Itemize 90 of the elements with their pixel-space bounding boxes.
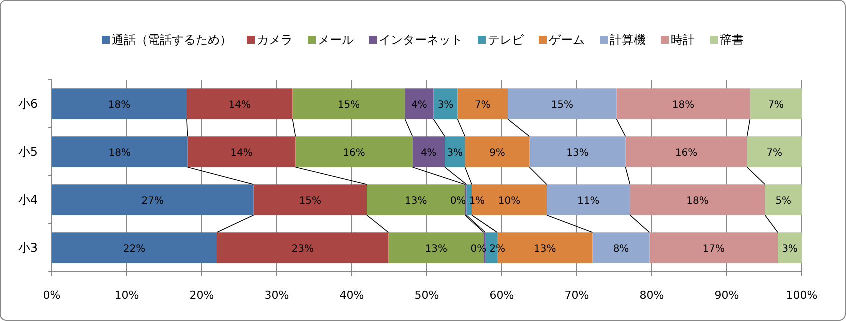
bar — [296, 136, 413, 168]
data-label: 13% — [534, 244, 556, 255]
data-label: 15% — [338, 100, 360, 111]
bar — [405, 88, 434, 120]
data-label: 13% — [425, 244, 448, 255]
y-tick-label: 小3 — [18, 241, 38, 255]
data-label: 15% — [299, 196, 322, 207]
y-tick-label: 小4 — [18, 193, 38, 207]
legend-label: インターネット — [379, 33, 463, 47]
x-tick-label: 50% — [414, 289, 440, 302]
x-tick-label: 80% — [640, 289, 664, 302]
data-label: 22% — [123, 244, 146, 255]
data-label: 7% — [474, 100, 491, 111]
bar — [188, 136, 296, 168]
bar — [616, 88, 750, 120]
bar — [630, 184, 766, 216]
data-label: 4% — [412, 100, 428, 111]
data-label: 15% — [551, 100, 574, 111]
bar — [292, 88, 406, 120]
data-label: 0% — [450, 196, 466, 207]
bar — [52, 232, 217, 264]
bar — [530, 136, 626, 168]
legend-label: ゲーム — [549, 33, 585, 47]
x-tick-label: 40% — [340, 289, 364, 302]
x-tick-label: 0% — [43, 289, 61, 302]
y-tick-label: 小6 — [18, 97, 38, 111]
data-label: 3% — [438, 100, 454, 111]
data-label: 7% — [766, 148, 783, 159]
data-label: 13% — [566, 148, 589, 159]
data-label: 14% — [230, 148, 253, 159]
data-label: 23% — [292, 244, 314, 255]
x-tick-label: 70% — [564, 289, 590, 302]
data-label: 18% — [108, 148, 131, 159]
legend-label: テレビ — [488, 33, 525, 47]
bar — [254, 184, 367, 216]
legend-label: 通話（電話するため） — [112, 33, 232, 47]
data-label: 18% — [672, 100, 695, 111]
bar — [750, 88, 802, 120]
bar — [465, 136, 530, 168]
x-tick-label: 90% — [714, 289, 740, 302]
data-label: 16% — [675, 148, 698, 159]
legend-label: 辞書 — [720, 33, 744, 47]
bar — [52, 184, 254, 216]
data-label: 18% — [686, 196, 709, 207]
bar — [747, 136, 802, 168]
bar — [412, 136, 445, 168]
legend-label: カメラ — [257, 33, 293, 47]
x-tick-label: 100% — [786, 289, 818, 302]
data-label: 10% — [498, 196, 521, 207]
data-label: 8% — [613, 244, 630, 255]
bar — [508, 88, 617, 120]
bar — [388, 232, 484, 264]
bar — [217, 232, 389, 264]
data-label: 4% — [420, 148, 437, 159]
data-label: 3% — [782, 244, 798, 255]
x-tick-label: 60% — [490, 289, 514, 302]
bar — [472, 184, 547, 216]
bar — [547, 184, 630, 216]
bar — [765, 184, 802, 216]
data-label: 2% — [490, 244, 506, 255]
data-label: 3% — [447, 148, 464, 159]
data-label: 16% — [343, 148, 366, 159]
legend-label: 時計 — [671, 33, 695, 47]
bar — [367, 184, 466, 216]
x-tick-label: 30% — [264, 289, 290, 302]
data-label: 18% — [108, 100, 131, 111]
x-tick-label: 10% — [114, 289, 140, 302]
bar — [650, 232, 778, 264]
data-label: 14% — [228, 100, 251, 111]
data-label: 5% — [776, 196, 792, 207]
bar — [626, 136, 748, 168]
bar — [434, 88, 458, 120]
data-label: 27% — [142, 196, 164, 207]
bar — [52, 88, 187, 120]
bar — [52, 136, 188, 168]
data-label: 11% — [578, 196, 600, 207]
bar — [778, 232, 802, 264]
bar — [458, 88, 508, 120]
data-label: 7% — [768, 100, 784, 111]
data-label: 9% — [490, 148, 506, 159]
bar — [445, 136, 466, 168]
x-tick-label: 20% — [190, 289, 214, 302]
data-label: 13% — [405, 196, 428, 207]
y-tick-label: 小5 — [18, 145, 38, 159]
legend-label: 計算機 — [610, 33, 646, 47]
bar — [187, 88, 293, 120]
bar — [592, 232, 650, 264]
data-label: 17% — [702, 244, 725, 255]
bar — [466, 184, 472, 216]
legend-label: メール — [318, 33, 354, 47]
